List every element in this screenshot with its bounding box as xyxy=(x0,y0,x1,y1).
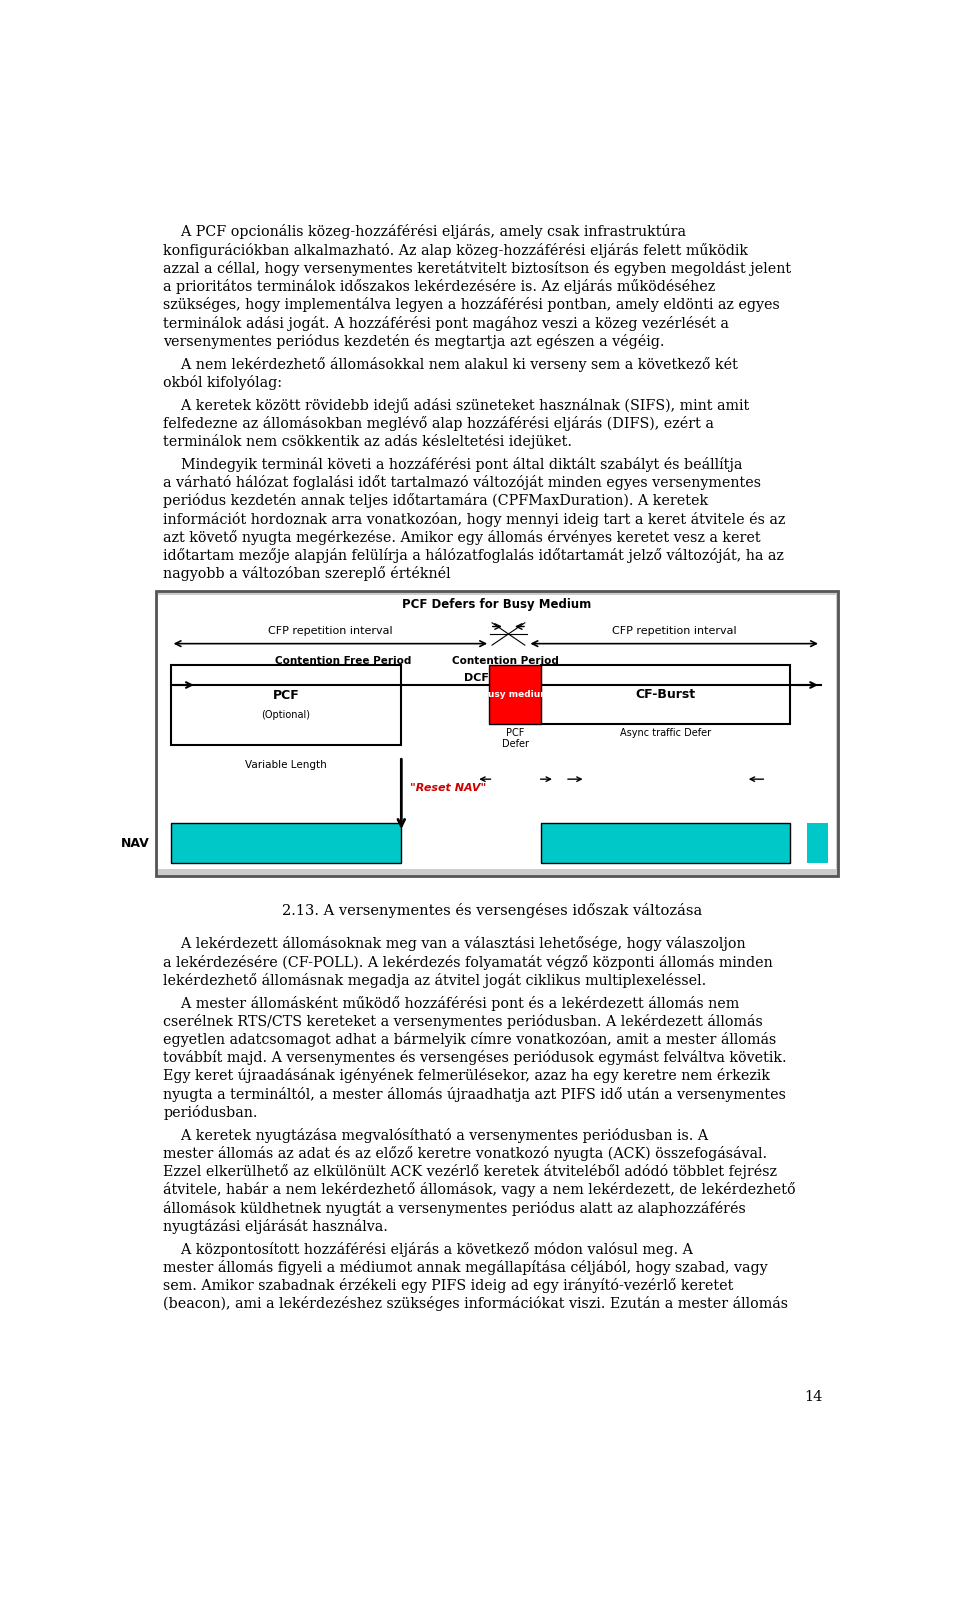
Text: azt követő nyugta megérkezése. Amikor egy állomás érvényes keretet vesz a keret: azt követő nyugta megérkezése. Amikor eg… xyxy=(163,530,760,545)
Text: NAV: NAV xyxy=(121,836,150,851)
Text: 14: 14 xyxy=(804,1390,823,1405)
Text: periódus kezdetén annak teljes időtartamára (CPFMaxDuration). A keretek: periódus kezdetén annak teljes időtartam… xyxy=(163,493,708,509)
Bar xyxy=(171,823,401,863)
Bar xyxy=(171,665,401,744)
Bar xyxy=(489,665,541,723)
Text: átvitele, habár a nem lekérdezhető állomások, vagy a nem lekérdezett, de lekérde: átvitele, habár a nem lekérdezhető állom… xyxy=(163,1182,796,1197)
Text: továbbít majd. A versenymentes és versengéses periódusok egymást felváltva követ: továbbít majd. A versenymentes és versen… xyxy=(163,1050,787,1065)
Text: A központosított hozzáférési eljárás a következő módon valósul meg. A: A központosított hozzáférési eljárás a k… xyxy=(163,1242,693,1257)
Text: terminálok adási jogát. A hozzáférési pont magához veszi a közeg vezérlését a: terminálok adási jogát. A hozzáférési po… xyxy=(163,316,729,330)
Text: cserélnek RTS/CTS kereteket a versenymentes periódusban. A lekérdezett állomás: cserélnek RTS/CTS kereteket a versenymen… xyxy=(163,1013,763,1029)
Text: a várható hálózat foglalási időt tartalmazó változóját minden egyes versenymente: a várható hálózat foglalási időt tartalm… xyxy=(163,475,761,490)
Text: A lekérdezett állomásoknak meg van a választási lehetősége, hogy válaszoljon: A lekérdezett állomásoknak meg van a vál… xyxy=(163,936,746,950)
Text: periódusban.: periódusban. xyxy=(163,1105,257,1120)
Text: okból kifolyólag:: okból kifolyólag: xyxy=(163,375,282,390)
Text: felfedezne az állomásokban meglévő alap hozzáférési eljárás (DIFS), ezért a: felfedezne az állomásokban meglévő alap … xyxy=(163,416,714,430)
Bar xyxy=(156,591,838,876)
Text: CFP repetition interval: CFP repetition interval xyxy=(268,627,393,636)
Text: PCF: PCF xyxy=(273,688,300,701)
Text: DCF: DCF xyxy=(464,672,489,683)
Bar xyxy=(541,823,790,863)
Text: 2.13. A versenymentes és versengéses időszak változása: 2.13. A versenymentes és versengéses idő… xyxy=(282,904,702,918)
Text: a prioritátos terminálok időszakos lekérdezésére is. Az eljárás működéséhez: a prioritátos terminálok időszakos lekér… xyxy=(163,279,715,295)
Text: mester állomás az adat és az előző keretre vonatkozó nyugta (ACK) összefogásával: mester állomás az adat és az előző keret… xyxy=(163,1145,767,1162)
Text: Variable Length: Variable Length xyxy=(245,760,327,770)
Text: a lekérdezésére (CF-POLL). A lekérdezés folyamatát végző központi állomás minden: a lekérdezésére (CF-POLL). A lekérdezés … xyxy=(163,954,773,970)
Text: Contention Free Period: Contention Free Period xyxy=(276,656,412,665)
Text: szükséges, hogy implementálva legyen a hozzáférési pontban, amely eldönti az egy: szükséges, hogy implementálva legyen a h… xyxy=(163,298,780,313)
Bar xyxy=(171,823,401,863)
Text: terminálok nem csökkentik az adás késleltetési idejüket.: terminálok nem csökkentik az adás késlel… xyxy=(163,433,572,449)
Text: Busy medium: Busy medium xyxy=(481,690,549,699)
Text: Egy keret újraadásának igényének felmerülésekor, azaz ha egy keretre nem érkezik: Egy keret újraadásának igényének felmerü… xyxy=(163,1068,770,1084)
Text: (Optional): (Optional) xyxy=(261,710,310,720)
Text: időtartam mezője alapján felülírja a hálózatfoglalás időtartamát jelző változójá: időtartam mezője alapján felülírja a hál… xyxy=(163,548,784,562)
Text: mester állomás figyeli a médiumot annak megállapítása céljából, hogy szabad, vag: mester állomás figyeli a médiumot annak … xyxy=(163,1260,768,1274)
Text: A mester állomásként működő hozzáférési pont és a lekérdezett állomás nem: A mester állomásként működő hozzáférési … xyxy=(163,996,739,1010)
Text: PCF Defers for Busy Medium: PCF Defers for Busy Medium xyxy=(402,598,591,611)
Text: nyugta a termináltól, a mester állomás újraadhatja azt PIFS idő után a versenyme: nyugta a termináltól, a mester állomás ú… xyxy=(163,1087,786,1102)
Text: Ezzel elkerülhető az elkülönült ACK vezérlő keretek átviteléből adódó többlet fe: Ezzel elkerülhető az elkülönült ACK vezé… xyxy=(163,1165,778,1179)
Bar xyxy=(158,594,836,868)
Text: versenymentes periódus kezdetén és megtartja azt egészen a végéig.: versenymentes periódus kezdetén és megta… xyxy=(163,333,664,348)
Text: egyetlen adatcsomagot adhat a bármelyik címre vonatkozóan, amit a mester állomás: egyetlen adatcsomagot adhat a bármelyik … xyxy=(163,1033,777,1047)
Text: információt hordoznak arra vonatkozóan, hogy mennyi ideig tart a keret átvitele : információt hordoznak arra vonatkozóan, … xyxy=(163,512,785,527)
Text: állomások küldhetnek nyugtát a versenymentes periódus alatt az alaphozzáférés: állomások küldhetnek nyugtát a versenyme… xyxy=(163,1200,746,1216)
Text: lekérdezhető állomásnak megadja az átvitel jogát ciklikus multiplexeléssel.: lekérdezhető állomásnak megadja az átvit… xyxy=(163,973,707,988)
Bar xyxy=(807,823,828,863)
Text: CF-Burst: CF-Burst xyxy=(636,688,696,701)
Text: (beacon), ami a lekérdezéshez szükséges információkat viszi. Ezután a mester áll: (beacon), ami a lekérdezéshez szükséges … xyxy=(163,1297,788,1311)
Text: Mindegyik terminál követi a hozzáférési pont által diktált szabályt és beállítja: Mindegyik terminál követi a hozzáférési … xyxy=(163,458,742,472)
Text: A keretek nyugtázása megvalósítható a versenymentes periódusban is. A: A keretek nyugtázása megvalósítható a ve… xyxy=(163,1128,708,1142)
Text: PCF
Defer: PCF Defer xyxy=(502,728,529,749)
Text: A nem lekérdezhető állomásokkal nem alakul ki verseny sem a következő két: A nem lekérdezhető állomásokkal nem alak… xyxy=(163,356,738,372)
Text: sem. Amikor szabadnak érzékeli egy PIFS ideig ad egy irányító-vezérlő keretet: sem. Amikor szabadnak érzékeli egy PIFS … xyxy=(163,1278,733,1294)
Text: konfigurációkban alkalmazható. Az alap közeg-hozzáférési eljárás felett működik: konfigurációkban alkalmazható. Az alap k… xyxy=(163,243,748,258)
Text: Async traffic Defer: Async traffic Defer xyxy=(620,728,711,738)
Text: A PCF opcionális közeg-hozzáférési eljárás, amely csak infrastruktúra: A PCF opcionális közeg-hozzáférési eljár… xyxy=(163,224,686,240)
Text: azzal a céllal, hogy versenymentes keretátvitelt biztosítson és egyben megoldást: azzal a céllal, hogy versenymentes keret… xyxy=(163,261,791,275)
Bar xyxy=(541,665,790,723)
Text: "Reset NAV": "Reset NAV" xyxy=(410,783,487,793)
Text: Contention Period: Contention Period xyxy=(452,656,560,665)
Text: nagyobb a változóban szereplő értéknél: nagyobb a változóban szereplő értéknél xyxy=(163,565,451,582)
Text: CFP repetition interval: CFP repetition interval xyxy=(612,627,736,636)
Text: nyugtázási eljárását használva.: nyugtázási eljárását használva. xyxy=(163,1220,388,1234)
Bar xyxy=(541,823,790,863)
Text: A keretek között rövidebb idejű adási szüneteket használnak (SIFS), mint amit: A keretek között rövidebb idejű adási sz… xyxy=(163,398,750,412)
